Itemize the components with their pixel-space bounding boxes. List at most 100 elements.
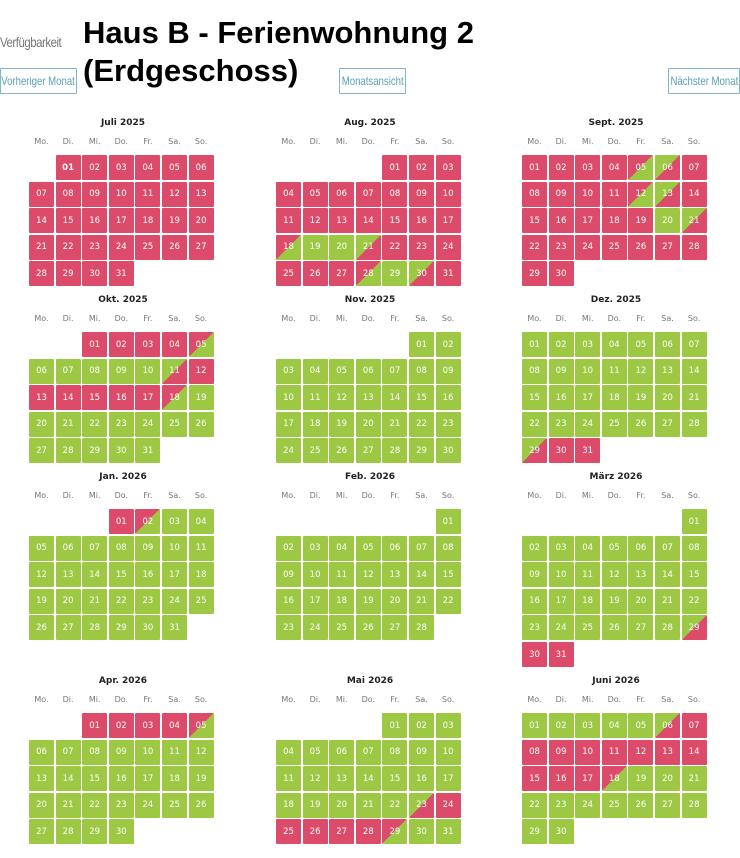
day-cell[interactable]: 22: [82, 411, 108, 437]
day-cell[interactable]: 21: [382, 411, 408, 437]
day-cell[interactable]: 19: [302, 234, 328, 260]
day-cell[interactable]: 19: [302, 792, 328, 818]
day-cell[interactable]: 20: [655, 208, 680, 234]
day-cell[interactable]: 05: [29, 535, 54, 561]
day-cell[interactable]: 15: [435, 562, 461, 588]
day-cell[interactable]: 01: [55, 155, 81, 180]
day-cell[interactable]: 31: [108, 261, 134, 287]
day-cell[interactable]: 01: [382, 713, 408, 738]
day-cell[interactable]: 26: [329, 438, 355, 464]
day-cell[interactable]: 21: [681, 385, 707, 411]
day-cell[interactable]: 27: [382, 615, 408, 641]
day-cell[interactable]: 27: [628, 615, 654, 641]
day-cell[interactable]: 03: [135, 713, 161, 738]
day-cell[interactable]: 19: [355, 588, 381, 614]
day-cell[interactable]: 09: [82, 181, 108, 207]
day-cell[interactable]: 20: [55, 588, 81, 614]
day-cell[interactable]: 26: [628, 792, 654, 818]
day-cell[interactable]: 25: [302, 438, 328, 464]
day-cell[interactable]: 15: [681, 562, 707, 588]
day-cell[interactable]: 01: [409, 332, 434, 357]
day-cell[interactable]: 27: [355, 438, 381, 464]
day-cell[interactable]: 29: [55, 261, 81, 287]
day-cell[interactable]: 10: [108, 181, 134, 207]
day-cell[interactable]: 14: [82, 562, 108, 588]
day-cell[interactable]: 30: [409, 819, 434, 845]
day-cell[interactable]: 08: [82, 739, 108, 765]
day-cell[interactable]: 12: [302, 208, 328, 234]
day-cell[interactable]: 07: [29, 181, 54, 207]
day-cell[interactable]: 11: [601, 739, 627, 765]
day-cell[interactable]: 08: [435, 535, 461, 561]
day-cell[interactable]: 28: [355, 261, 381, 287]
day-cell[interactable]: 11: [162, 739, 187, 765]
day-cell[interactable]: 11: [575, 562, 601, 588]
day-cell[interactable]: 07: [409, 535, 434, 561]
day-cell[interactable]: 08: [82, 358, 108, 384]
day-cell[interactable]: 26: [302, 819, 328, 845]
day-cell[interactable]: 12: [355, 562, 381, 588]
day-cell[interactable]: 04: [575, 535, 601, 561]
day-cell[interactable]: 11: [162, 358, 187, 384]
day-cell[interactable]: 04: [601, 332, 627, 357]
day-cell[interactable]: 01: [522, 155, 547, 180]
day-cell[interactable]: 10: [276, 385, 301, 411]
day-cell[interactable]: 13: [329, 208, 355, 234]
day-cell[interactable]: 30: [82, 261, 108, 287]
day-cell[interactable]: 31: [162, 615, 187, 641]
day-cell[interactable]: 22: [522, 792, 547, 818]
day-cell[interactable]: 24: [276, 438, 301, 464]
day-cell[interactable]: 19: [162, 208, 187, 234]
day-cell[interactable]: 14: [681, 739, 707, 765]
day-cell[interactable]: 04: [601, 155, 627, 180]
day-cell[interactable]: 16: [409, 208, 434, 234]
day-cell[interactable]: 01: [522, 332, 547, 357]
day-cell[interactable]: 06: [29, 739, 54, 765]
day-cell[interactable]: 20: [329, 792, 355, 818]
day-cell[interactable]: 13: [655, 739, 680, 765]
day-cell[interactable]: 07: [681, 332, 707, 357]
day-cell[interactable]: 22: [435, 588, 461, 614]
day-cell[interactable]: 07: [82, 535, 108, 561]
day-cell[interactable]: 27: [655, 411, 680, 437]
day-cell[interactable]: 31: [575, 438, 601, 464]
day-cell[interactable]: 24: [135, 792, 161, 818]
day-cell[interactable]: 27: [655, 792, 680, 818]
day-cell[interactable]: 13: [329, 766, 355, 792]
day-cell[interactable]: 07: [355, 739, 381, 765]
day-cell[interactable]: 25: [329, 615, 355, 641]
day-cell[interactable]: 27: [29, 819, 54, 845]
day-cell[interactable]: 31: [435, 261, 461, 287]
previous-month-button[interactable]: Vorheriger Monat: [0, 68, 77, 94]
day-cell[interactable]: 02: [548, 332, 574, 357]
day-cell[interactable]: 19: [188, 766, 214, 792]
day-cell[interactable]: 09: [135, 535, 161, 561]
day-cell[interactable]: 28: [382, 438, 408, 464]
day-cell[interactable]: 22: [409, 411, 434, 437]
day-cell[interactable]: 14: [681, 358, 707, 384]
day-cell[interactable]: 11: [135, 181, 161, 207]
day-cell[interactable]: 20: [329, 234, 355, 260]
day-cell[interactable]: 18: [188, 562, 214, 588]
day-cell[interactable]: 10: [548, 562, 574, 588]
day-cell[interactable]: 19: [628, 766, 654, 792]
day-cell[interactable]: 29: [681, 615, 707, 641]
day-cell[interactable]: 15: [382, 208, 408, 234]
day-cell[interactable]: 12: [302, 766, 328, 792]
day-cell[interactable]: 25: [162, 792, 187, 818]
day-cell[interactable]: 24: [135, 411, 161, 437]
day-cell[interactable]: 30: [548, 438, 574, 464]
day-cell[interactable]: 26: [601, 615, 627, 641]
day-cell[interactable]: 06: [29, 358, 54, 384]
day-cell[interactable]: 03: [108, 155, 134, 180]
day-cell[interactable]: 21: [55, 411, 81, 437]
day-cell[interactable]: 29: [522, 438, 547, 464]
day-cell[interactable]: 08: [55, 181, 81, 207]
day-cell[interactable]: 20: [382, 588, 408, 614]
day-cell[interactable]: 27: [188, 234, 214, 260]
day-cell[interactable]: 06: [655, 155, 680, 180]
day-cell[interactable]: 28: [82, 615, 108, 641]
day-cell[interactable]: 27: [655, 234, 680, 260]
day-cell[interactable]: 06: [382, 535, 408, 561]
day-cell[interactable]: 07: [382, 358, 408, 384]
